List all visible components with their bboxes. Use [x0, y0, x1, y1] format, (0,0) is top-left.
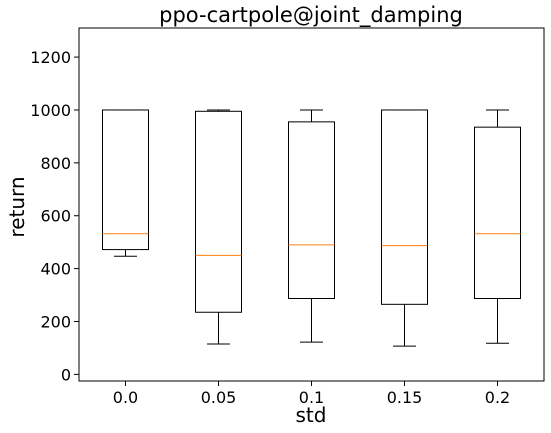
x-tick-label: 0.0 [113, 388, 138, 407]
iqr-box [195, 110, 242, 313]
y-tick-label: 600 [40, 207, 71, 226]
x-tick-label: 0.2 [485, 388, 510, 407]
iqr-box [288, 121, 335, 300]
y-tick-label: 400 [40, 260, 71, 279]
y-tick-label: 1000 [30, 101, 71, 120]
x-tick-label: 0.1 [299, 388, 324, 407]
y-tick-label: 800 [40, 154, 71, 173]
y-tick-label: 200 [40, 313, 71, 332]
box-group [381, 109, 428, 347]
iqr-box [381, 109, 428, 305]
box-group [195, 109, 242, 345]
x-tick-label: 0.05 [201, 388, 237, 407]
box-group [102, 109, 149, 257]
x-tick-label: 0.15 [387, 388, 423, 407]
plot-frame [78, 27, 545, 382]
box-group [288, 109, 335, 343]
iqr-box [102, 109, 149, 251]
y-axis-label: return [5, 176, 29, 237]
box-group [474, 109, 521, 344]
y-tick-label: 1200 [30, 48, 71, 67]
y-tick-label: 0 [61, 365, 71, 384]
x-axis-label: std [296, 403, 327, 427]
iqr-box [474, 126, 521, 300]
chart-title: ppo-cartpole@joint_damping [159, 3, 463, 28]
